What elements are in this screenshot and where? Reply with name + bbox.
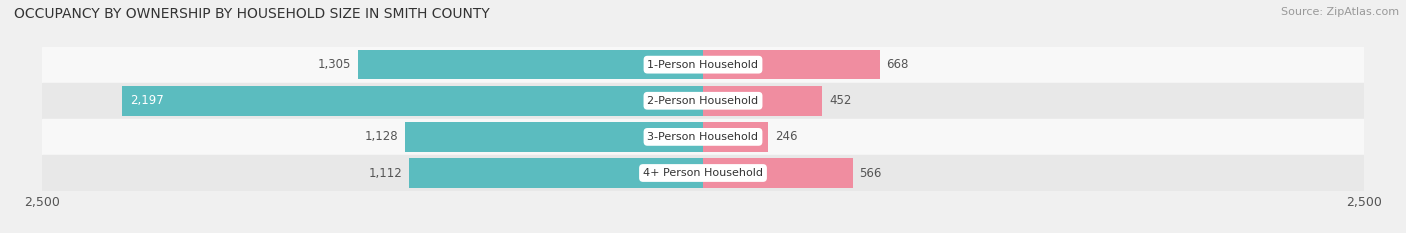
Text: 3-Person Household: 3-Person Household: [648, 132, 758, 142]
Text: 668: 668: [886, 58, 908, 71]
Text: 2-Person Household: 2-Person Household: [647, 96, 759, 106]
Text: 566: 566: [859, 167, 882, 179]
Bar: [703, 122, 768, 152]
Text: OCCUPANCY BY OWNERSHIP BY HOUSEHOLD SIZE IN SMITH COUNTY: OCCUPANCY BY OWNERSHIP BY HOUSEHOLD SIZE…: [14, 7, 489, 21]
Bar: [42, 83, 1364, 119]
Text: 4+ Person Household: 4+ Person Household: [643, 168, 763, 178]
Bar: [122, 86, 703, 116]
Bar: [703, 50, 880, 79]
Bar: [405, 122, 703, 152]
Text: 2,197: 2,197: [131, 94, 165, 107]
Bar: [703, 158, 852, 188]
Text: 1-Person Household: 1-Person Household: [648, 60, 758, 70]
Text: 1,305: 1,305: [318, 58, 352, 71]
Bar: [42, 119, 1364, 155]
Bar: [703, 86, 823, 116]
Text: 246: 246: [775, 130, 797, 143]
Bar: [42, 47, 1364, 83]
Text: 1,112: 1,112: [368, 167, 402, 179]
Bar: [359, 50, 703, 79]
Text: Source: ZipAtlas.com: Source: ZipAtlas.com: [1281, 7, 1399, 17]
Text: 452: 452: [830, 94, 852, 107]
Bar: [42, 155, 1364, 191]
Bar: [409, 158, 703, 188]
Text: 1,128: 1,128: [364, 130, 398, 143]
